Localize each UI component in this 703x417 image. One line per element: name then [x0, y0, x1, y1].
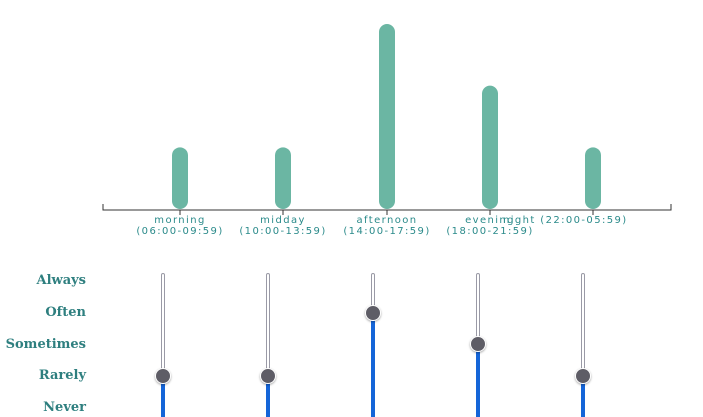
x-tick-label-2-0: afternoon	[357, 215, 418, 226]
bar-4	[585, 147, 601, 209]
x-tick-label-3-1: (18:00-21:59)	[446, 226, 533, 237]
level-label-often: Often	[0, 305, 86, 321]
level-label-always: Always	[0, 273, 86, 289]
slider-thumb[interactable]	[470, 336, 486, 352]
x-tick-label-1-0: midday	[260, 215, 306, 226]
level-label-sometimes: Sometimes	[0, 337, 86, 353]
bar-1	[275, 147, 291, 209]
x-tick-label-1-1: (10:00-13:59)	[239, 226, 326, 237]
bar-0	[172, 147, 188, 209]
slider-thumb[interactable]	[365, 305, 381, 321]
x-tick-label-4-0: night (22:00-05:59)	[503, 215, 628, 226]
frequency-slider-3[interactable]	[468, 273, 488, 417]
level-label-never: Never	[0, 400, 86, 416]
bar-2	[379, 24, 395, 209]
x-tick-label-2-1: (14:00-17:59)	[343, 226, 430, 237]
slider-thumb[interactable]	[575, 368, 591, 384]
x-tick-label-0-1: (06:00-09:59)	[136, 226, 223, 237]
slider-fill	[371, 313, 375, 417]
bar-3	[482, 86, 498, 209]
x-tick-label-0-0: morning	[154, 215, 205, 226]
frequency-slider-2[interactable]	[363, 273, 383, 417]
level-label-rarely: Rarely	[0, 368, 86, 384]
slider-thumb[interactable]	[155, 368, 171, 384]
slider-fill	[476, 344, 480, 417]
time-of-day-bar-chart: morning(06:00-09:59) midday(10:00-13:59) a…	[0, 0, 703, 250]
frequency-slider-1[interactable]	[258, 273, 278, 417]
frequency-slider-0[interactable]	[153, 273, 173, 417]
slider-thumb[interactable]	[260, 368, 276, 384]
frequency-slider-4[interactable]	[573, 273, 593, 417]
